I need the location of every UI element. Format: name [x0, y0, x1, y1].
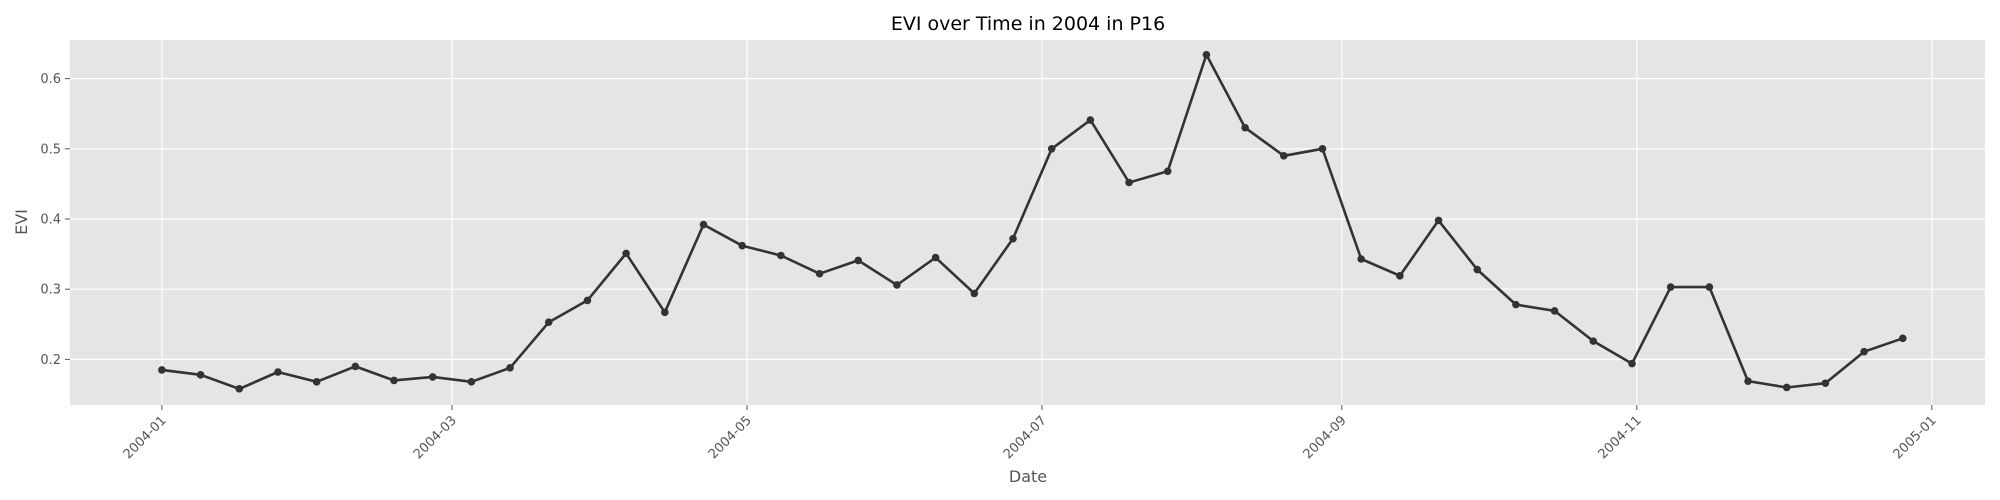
data-point	[931, 253, 940, 262]
data-point	[158, 366, 166, 374]
data-point	[1396, 272, 1404, 280]
y-tick-label: 0.4	[40, 212, 61, 227]
data-point	[777, 251, 785, 260]
data-point	[1589, 337, 1598, 345]
data-point	[428, 373, 437, 381]
data-point	[1782, 383, 1791, 392]
data-point	[1241, 123, 1249, 132]
data-point	[1125, 178, 1133, 187]
data-point	[312, 378, 321, 386]
data-point	[274, 368, 282, 376]
data-point	[467, 378, 476, 386]
data-point	[1357, 255, 1365, 263]
data-point	[1163, 167, 1172, 176]
x-axis-label: Date	[1009, 467, 1047, 486]
data-point	[854, 256, 863, 265]
data-point	[1860, 347, 1868, 356]
y-tick-label: 0.5	[40, 142, 61, 157]
data-point	[1744, 377, 1752, 385]
data-point	[815, 269, 824, 278]
data-point	[970, 289, 979, 298]
y-tick-label: 0.2	[40, 353, 61, 368]
data-point	[1202, 50, 1211, 59]
data-point	[351, 362, 360, 371]
data-point	[1318, 144, 1327, 153]
data-point	[1821, 379, 1830, 388]
chart-title: EVI over Time in 2004 in P16	[891, 13, 1165, 35]
data-point	[390, 376, 398, 385]
series-line-group	[158, 50, 1907, 393]
data-point	[544, 318, 553, 326]
data-point	[661, 308, 669, 317]
data-point	[1047, 144, 1056, 153]
data-point	[506, 363, 514, 372]
data-point	[1666, 283, 1675, 291]
data-point	[1628, 359, 1636, 368]
data-point	[622, 249, 630, 258]
data-point	[738, 241, 746, 250]
data-point	[1280, 152, 1288, 160]
data-point	[1009, 234, 1017, 243]
data-point	[1086, 116, 1095, 124]
grid	[70, 40, 1985, 405]
data-point	[583, 296, 592, 305]
data-point	[196, 371, 205, 379]
data-point	[1898, 334, 1907, 343]
y-tick-label: 0.6	[40, 72, 61, 87]
series-line	[160, 53, 1905, 391]
data-point	[699, 220, 708, 229]
y-axis-label: EVI	[12, 209, 31, 235]
data-point	[1473, 265, 1482, 274]
data-point	[1550, 307, 1559, 315]
data-point	[1434, 216, 1443, 225]
data-point	[1512, 300, 1520, 309]
data-point	[1705, 283, 1714, 291]
data-point	[893, 281, 901, 289]
y-tick-label: 0.3	[40, 283, 61, 298]
plot-area	[70, 40, 1985, 405]
data-point	[235, 385, 244, 393]
